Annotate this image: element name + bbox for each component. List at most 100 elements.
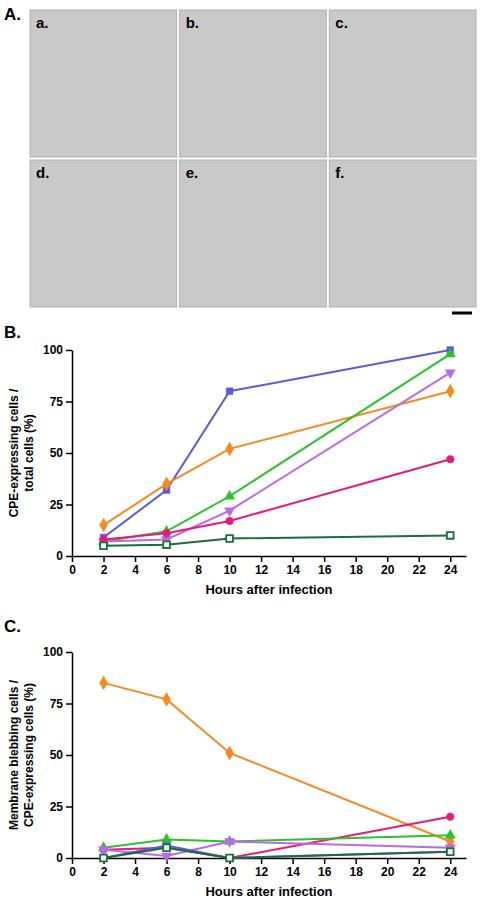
tick: 6 [164, 556, 171, 577]
tick-label: 100 [43, 645, 63, 659]
tick-label: 0 [56, 851, 63, 865]
tick-mark [66, 858, 72, 860]
marker [100, 542, 107, 549]
tick-mark [66, 703, 72, 705]
axis-line [73, 858, 467, 860]
tick-mark [135, 556, 137, 562]
tick: 16 [318, 556, 332, 577]
marker [163, 844, 171, 852]
tick-label: 14 [286, 563, 300, 577]
tick-mark [66, 806, 72, 808]
tick-mark [355, 556, 357, 562]
tick-label: 100 [43, 343, 63, 357]
marker [446, 384, 454, 398]
tick: 25 [50, 498, 72, 512]
tick-label: 16 [318, 865, 332, 879]
marker [445, 348, 455, 357]
tick-mark [229, 556, 231, 562]
marker [163, 530, 171, 538]
tick: 16 [318, 858, 332, 879]
tick: 8 [195, 556, 202, 577]
tick-label: 18 [350, 563, 364, 577]
series-line [104, 535, 451, 545]
scale-bar [452, 312, 472, 315]
y-axis: 0255075100 [43, 343, 73, 563]
tick: 20 [381, 556, 395, 577]
series-line [104, 373, 451, 542]
tick-mark [261, 858, 263, 864]
tick-label: 14 [286, 865, 300, 879]
marker [445, 829, 455, 838]
tick: 12 [255, 858, 269, 879]
marker [225, 490, 235, 499]
plot-area [98, 347, 455, 549]
image-label: e. [186, 164, 199, 181]
x-axis-title: Hours after infection [205, 884, 332, 899]
tick: 100 [43, 645, 72, 659]
marker [161, 853, 171, 862]
x-axis: 024681012141618202224 [69, 556, 466, 577]
tick-mark [135, 858, 137, 864]
series-line [104, 817, 451, 858]
tick-label: 24 [444, 865, 458, 879]
tick: 75 [50, 395, 72, 409]
series-line [104, 354, 451, 541]
tick-label: 2 [101, 865, 108, 879]
tick: 24 [444, 858, 458, 879]
marker [226, 535, 233, 542]
micrograph [329, 10, 476, 157]
tick-label: 6 [164, 563, 171, 577]
tick: 14 [286, 858, 300, 879]
tick-mark [450, 556, 452, 562]
marker [161, 834, 171, 843]
tick: 0 [56, 549, 72, 563]
tick-label: 50 [50, 748, 64, 762]
marker [225, 508, 235, 517]
tick-label: 8 [195, 865, 202, 879]
tick-mark [198, 556, 200, 562]
tick: 18 [350, 858, 364, 879]
series-line [104, 459, 451, 539]
tick: 2 [101, 556, 108, 577]
tick: 22 [413, 556, 427, 577]
tick: 0 [56, 851, 72, 865]
image-label: a. [36, 14, 49, 31]
tick-label: 0 [56, 549, 63, 563]
panel-label: A. [4, 5, 21, 24]
tick-label: 12 [255, 865, 269, 879]
axis-line [73, 556, 467, 558]
marker [225, 839, 235, 848]
tick-label: 75 [50, 697, 64, 711]
series-line [104, 848, 451, 858]
tick-label: 22 [413, 563, 427, 577]
tick: 12 [255, 556, 269, 577]
marker [226, 855, 233, 862]
marker [100, 518, 108, 532]
tick-mark [355, 858, 357, 864]
tick-mark [261, 556, 263, 562]
panel-label: C. [4, 617, 21, 636]
y-axis-title: Membrane blebbing cells /CPE-expressing … [7, 679, 36, 830]
plot-area [98, 676, 455, 862]
marker [226, 517, 234, 525]
tick-label: 8 [195, 563, 202, 577]
marker [447, 532, 454, 539]
micrograph [329, 160, 476, 307]
marker [446, 455, 454, 463]
series-line [104, 350, 451, 537]
tick: 18 [350, 556, 364, 577]
tick-mark [66, 401, 72, 403]
marker [226, 854, 234, 862]
marker [163, 477, 171, 491]
tick-mark [198, 858, 200, 864]
marker [100, 855, 107, 862]
tick-mark [66, 453, 72, 455]
marker [163, 844, 170, 851]
tick: 24 [444, 556, 458, 577]
marker [163, 692, 171, 706]
tick: 4 [132, 556, 139, 577]
tick-mark [66, 504, 72, 506]
tick-label: 10 [223, 563, 237, 577]
micrograph [180, 10, 327, 157]
tick-mark [292, 858, 294, 864]
